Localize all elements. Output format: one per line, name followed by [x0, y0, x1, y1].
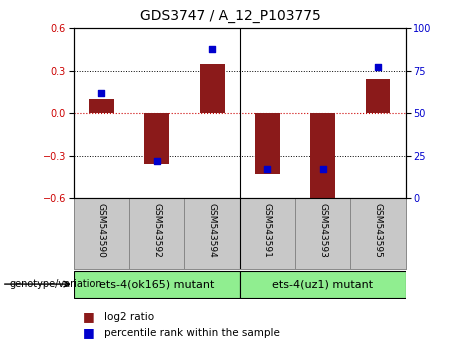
Text: GSM543591: GSM543591: [263, 203, 272, 258]
Point: [264, 166, 271, 172]
Bar: [74, 270, 240, 298]
Bar: [255, 113, 280, 174]
Bar: [350, 198, 406, 269]
Point: [374, 64, 382, 70]
Text: GSM543594: GSM543594: [207, 203, 217, 258]
Text: GSM543595: GSM543595: [373, 203, 383, 258]
Text: GSM543590: GSM543590: [97, 203, 106, 258]
Text: GSM543593: GSM543593: [318, 203, 327, 258]
Bar: [240, 270, 406, 298]
Point: [319, 166, 326, 172]
Bar: [89, 99, 114, 113]
Bar: [144, 113, 169, 164]
Text: GSM543592: GSM543592: [152, 203, 161, 258]
Bar: [184, 198, 240, 269]
Text: log2 ratio: log2 ratio: [104, 312, 154, 322]
Text: ■: ■: [83, 326, 95, 339]
Bar: [240, 198, 295, 269]
Bar: [74, 198, 129, 269]
Bar: [295, 198, 350, 269]
Bar: [310, 113, 335, 202]
Text: percentile rank within the sample: percentile rank within the sample: [104, 328, 280, 338]
Text: ets-4(uz1) mutant: ets-4(uz1) mutant: [272, 279, 373, 289]
Text: ets-4(ok165) mutant: ets-4(ok165) mutant: [99, 279, 214, 289]
Text: GDS3747 / A_12_P103775: GDS3747 / A_12_P103775: [140, 9, 321, 23]
Point: [208, 46, 216, 52]
Point: [98, 90, 105, 96]
Bar: [366, 79, 390, 113]
Bar: [129, 198, 184, 269]
Text: ■: ■: [83, 310, 95, 323]
Point: [153, 158, 160, 164]
Text: genotype/variation: genotype/variation: [9, 279, 102, 289]
Bar: [200, 64, 225, 113]
